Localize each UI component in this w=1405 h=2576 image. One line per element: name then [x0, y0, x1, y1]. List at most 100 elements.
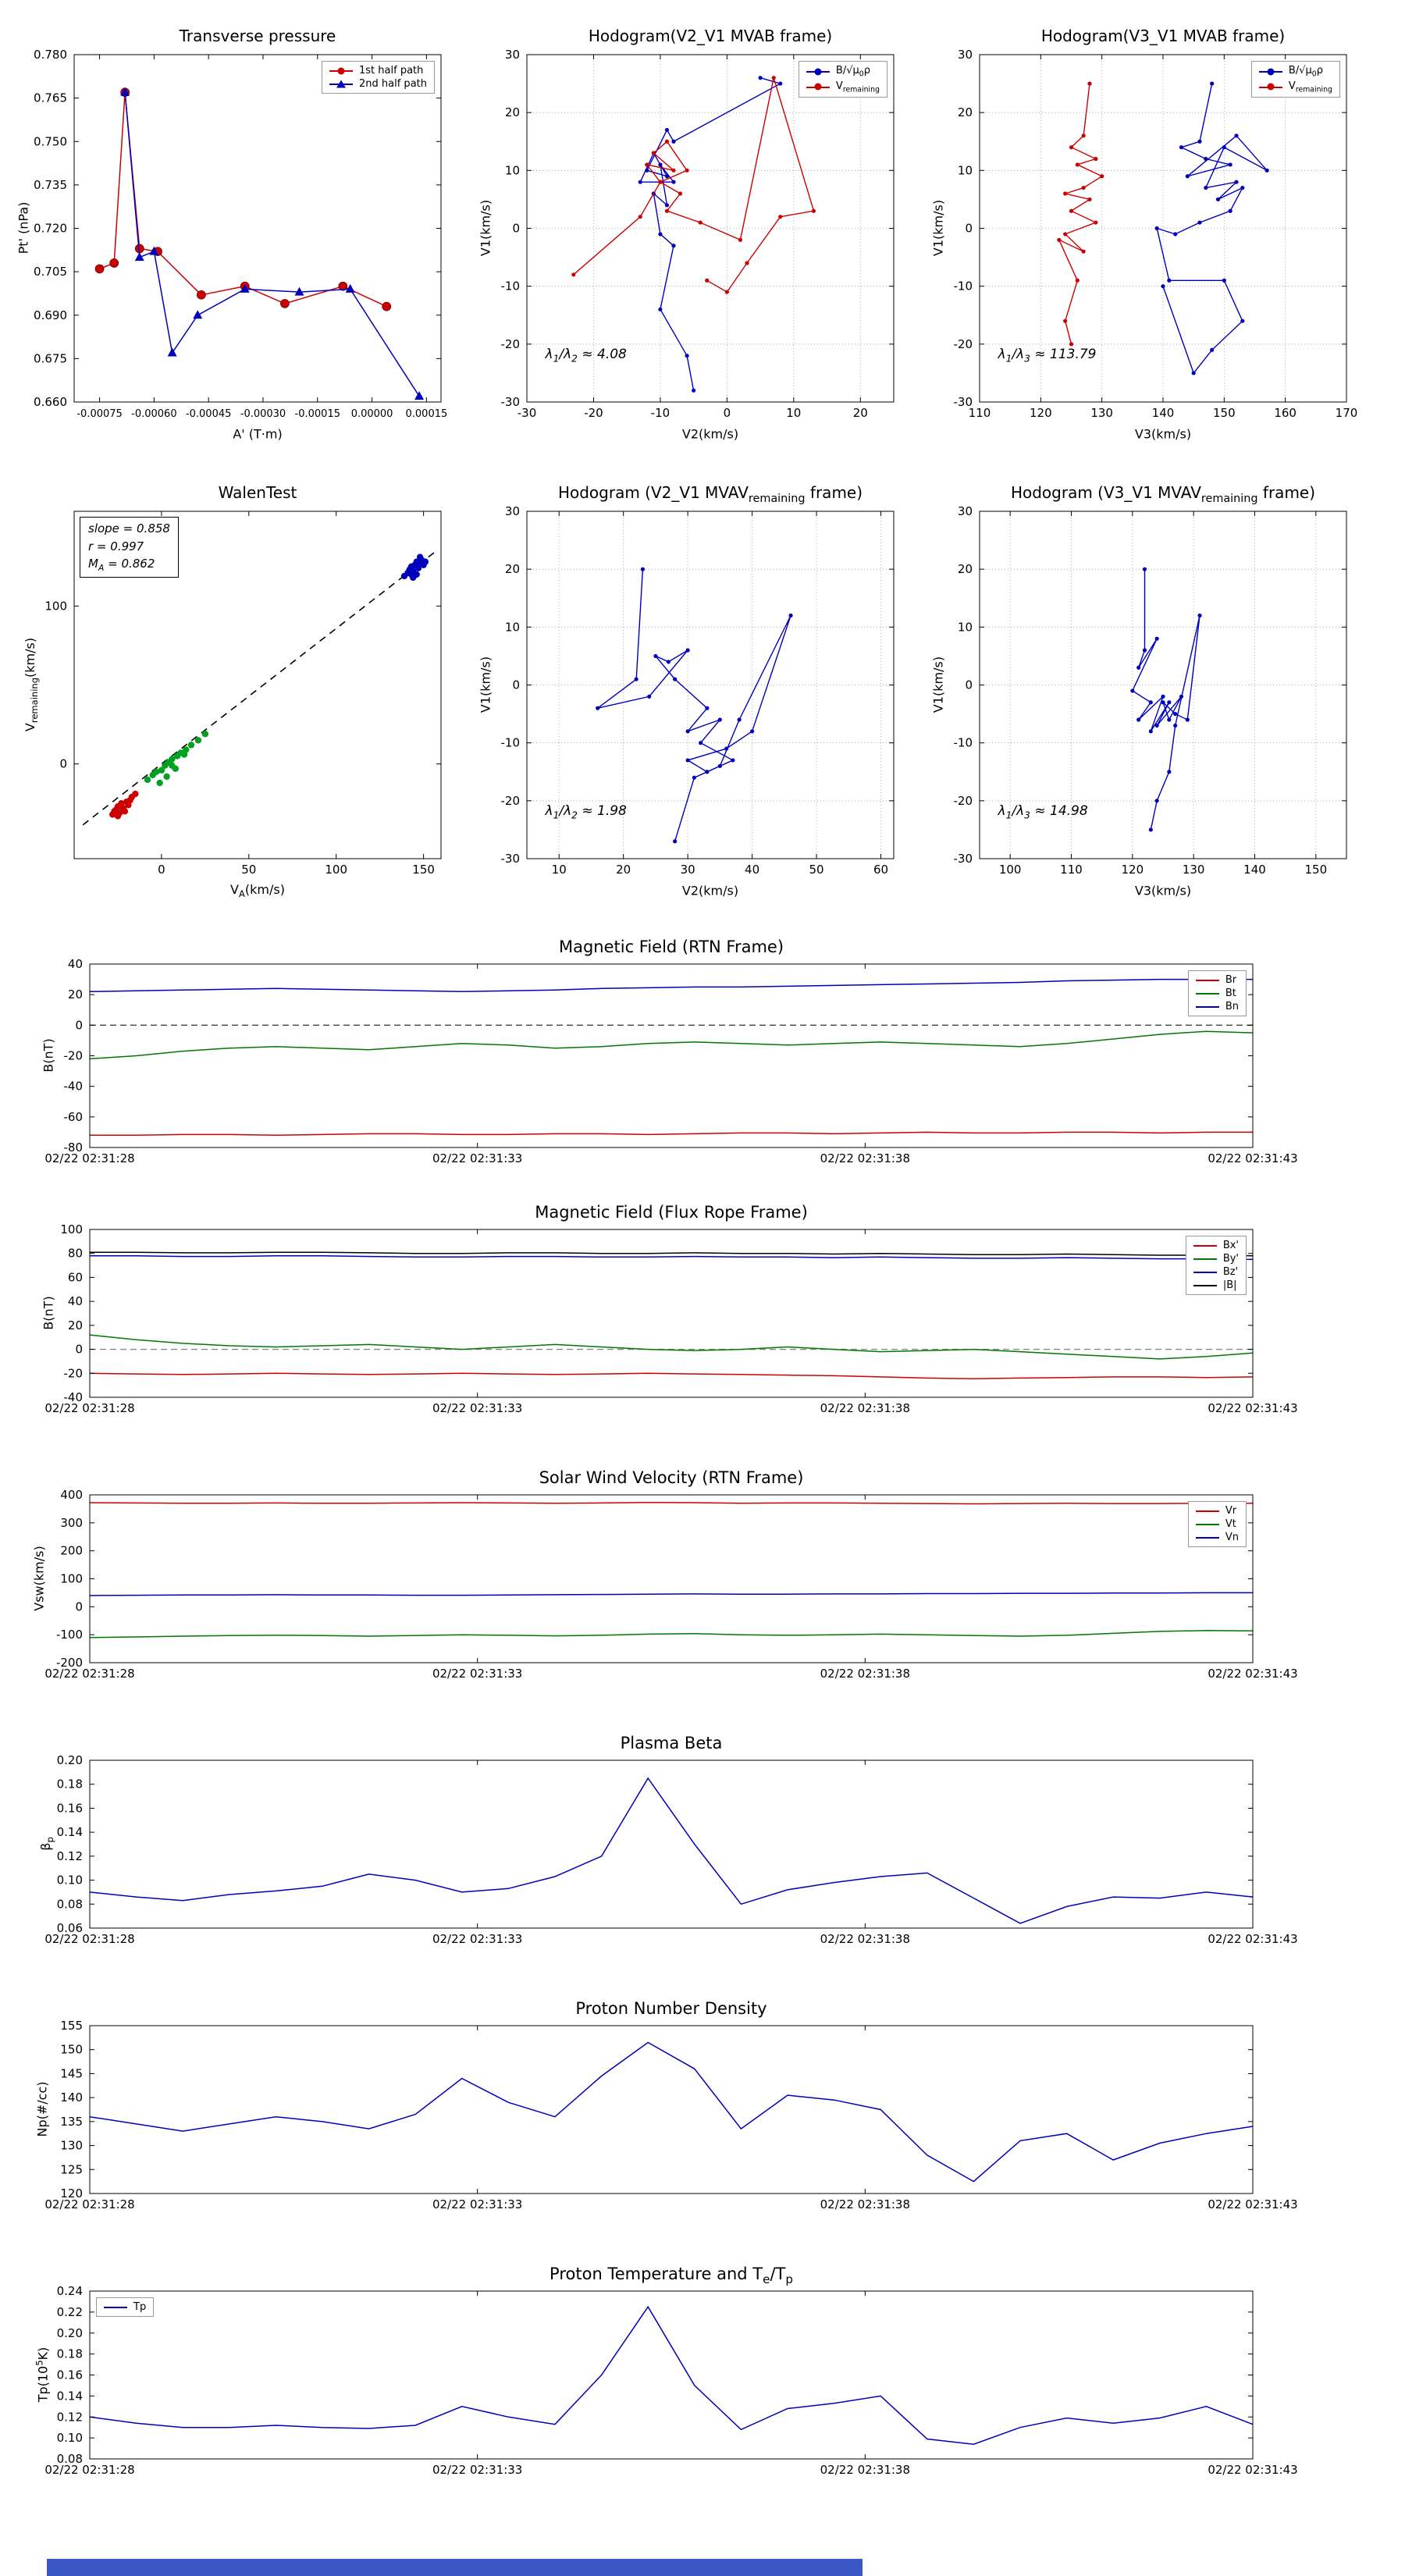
x-tick-label: -10 [651, 406, 670, 420]
x-tick-label: 02/22 02:31:33 [432, 1401, 522, 1415]
x-tick-label: 140 [1152, 406, 1175, 420]
chart-title-hodogram-v3v1-mvav: Hodogram (V3_V1 MVAVremaining frame) [1010, 483, 1316, 505]
x-tick-label: 02/22 02:31:38 [820, 1932, 910, 1946]
ylabel-vsw-rtn: Vsw(km/s) [31, 1546, 47, 1611]
legend-line-sample [1195, 1507, 1219, 1515]
legend-label: Vremaining [835, 80, 880, 94]
ylabel-walen-test: Vremaining(km/s) [22, 637, 41, 732]
legend-hodogram_v2v1_mvab: B/√μ0ρ Vremaining [798, 61, 887, 98]
x-tick-label: 140 [1243, 863, 1266, 877]
ylabel-hodogram-v2v1-mvav: V1(km/s) [478, 656, 493, 713]
y-tick-label: 0.690 [34, 308, 67, 322]
y-tick-label: -20 [64, 1049, 84, 1063]
legend-proton_temp: Tp [96, 2297, 155, 2317]
x-tick-label: 30 [681, 863, 695, 877]
x-tick-label: -0.00015 [295, 408, 340, 420]
x-tick-label: -0.00045 [186, 408, 231, 420]
y-tick-label: 100 [60, 1222, 83, 1236]
legend-label: Br [1225, 974, 1237, 986]
legend-label: Tp [133, 2301, 147, 2313]
x-tick-label: 02/22 02:31:43 [1208, 2197, 1297, 2211]
chart-hodogram_v3v1_mvav: 100 110 120 130 140 150 -30 -20 -10 0 10 20 30 [954, 504, 1347, 877]
legend-line-sample [1195, 1002, 1219, 1011]
y-tick-label: 140 [60, 2090, 83, 2105]
chart-vsw_rtn: 02/22 02:31:28 02/22 02:31:33 02/22 02:31:… [44, 1488, 1297, 1681]
chart-title-hodogram-v2v1-mvab: Hodogram(V2_V1 MVAB frame) [588, 27, 833, 45]
x-tick-label: 120 [1122, 863, 1144, 877]
x-tick-label: 10 [552, 863, 567, 877]
stats-line: r = 0.997 [88, 539, 144, 553]
y-tick-label: 40 [68, 957, 83, 971]
y-tick-label: 125 [60, 2162, 83, 2176]
legend-label: Vt [1225, 1518, 1236, 1530]
chart-title-hodogram-v2v1-mvav: Hodogram (V2_V1 MVAVremaining frame) [557, 483, 863, 505]
y-tick-label: -30 [954, 852, 973, 866]
y-tick-label: 0.765 [34, 91, 67, 105]
x-tick-label: 100 [999, 863, 1022, 877]
xlabel-transverse-pressure: A' (T·m) [233, 426, 283, 442]
x-tick-label: 40 [745, 863, 759, 877]
x-tick-label: 20 [616, 863, 631, 877]
y-tick-label: 0.20 [57, 2326, 83, 2340]
legend-label: Vremaining [1288, 80, 1332, 94]
legend-b_fluxrope: Bx' By' Bz' |B| [1185, 1236, 1247, 1295]
y-tick-label: 10 [505, 163, 520, 177]
ylabel-proton-temp: Tp(105K) [34, 2347, 51, 2403]
legend-line-sample [1193, 1281, 1217, 1290]
x-tick-label: 0.00015 [406, 408, 448, 420]
y-tick-label: -20 [954, 794, 973, 808]
legend-label: |B| [1222, 1279, 1237, 1291]
y-tick-label: -60 [64, 1110, 84, 1124]
x-tick-label: 160 [1274, 406, 1297, 420]
ylabel-hodogram-v3v1-mvav: V1(km/s) [930, 656, 946, 713]
y-tick-label: 0.08 [57, 2452, 83, 2466]
legend-line-sample [1195, 989, 1219, 998]
y-tick-label: 150 [60, 2043, 83, 2057]
x-tick-label: 0 [158, 863, 165, 877]
x-tick-label: 02/22 02:31:28 [44, 2463, 134, 2477]
x-tick-label: 02/22 02:31:28 [44, 2197, 134, 2211]
chart-title-b-fluxrope: Magnetic Field (Flux Rope Frame) [535, 1203, 808, 1222]
chart-b_rtn: 02/22 02:31:28 02/22 02:31:33 02/22 02:31:… [44, 957, 1297, 1165]
y-tick-label: -10 [501, 279, 521, 294]
x-tick-label: -0.00075 [76, 408, 122, 420]
y-tick-label: 0 [75, 1018, 83, 1032]
x-tick-label: 170 [1336, 406, 1358, 420]
x-tick-label: 150 [1305, 863, 1328, 877]
x-tick-label: 10 [786, 406, 801, 420]
ylabel-hodogram-v3v1-mvab: V1(km/s) [930, 199, 946, 257]
legend-line-sample [1195, 1533, 1219, 1542]
legend-label: Bn [1225, 1001, 1239, 1012]
legend-line-sample [806, 67, 830, 76]
y-tick-label: 0.16 [57, 2368, 83, 2382]
y-tick-label: 0.660 [34, 395, 67, 409]
legend-label: Bx' [1222, 1240, 1239, 1251]
xlabel-hodogram-v3v1-mvab: V3(km/s) [1134, 426, 1192, 442]
x-tick-label: 150 [412, 863, 435, 877]
x-tick-label: -30 [518, 406, 537, 420]
legend-line-sample [329, 66, 354, 75]
legend-hodogram_v3v1_mvab: B/√μ0ρ Vremaining [1250, 61, 1340, 98]
y-tick-label: -20 [501, 794, 521, 808]
y-tick-label: 155 [60, 2019, 83, 2033]
legend-label: 2nd half path [359, 78, 427, 90]
x-tick-label: 110 [969, 406, 991, 420]
x-tick-label: 100 [325, 863, 347, 877]
y-tick-label: 20 [958, 562, 973, 576]
y-tick-label: 20 [505, 105, 520, 119]
chart-title-proton-density: Proton Number Density [575, 1999, 767, 2018]
y-tick-label: 0.735 [34, 178, 67, 192]
legend-label: Vn [1225, 1532, 1239, 1543]
x-tick-label: 02/22 02:31:43 [1208, 1401, 1297, 1415]
y-tick-label: 0.20 [57, 1753, 83, 1767]
legend-line-sample [1258, 67, 1282, 76]
legend-label: Bt [1225, 987, 1236, 999]
ylabel-transverse-pressure: Pt' (nPa) [16, 201, 31, 254]
chart-title-b-rtn: Magnetic Field (RTN Frame) [558, 938, 784, 956]
x-tick-label: 02/22 02:31:43 [1208, 1667, 1297, 1681]
y-tick-label: 0.22 [57, 2305, 83, 2319]
legend-line-sample [104, 2303, 127, 2311]
y-tick-label: 10 [958, 163, 973, 177]
x-tick-label: 50 [241, 863, 256, 877]
